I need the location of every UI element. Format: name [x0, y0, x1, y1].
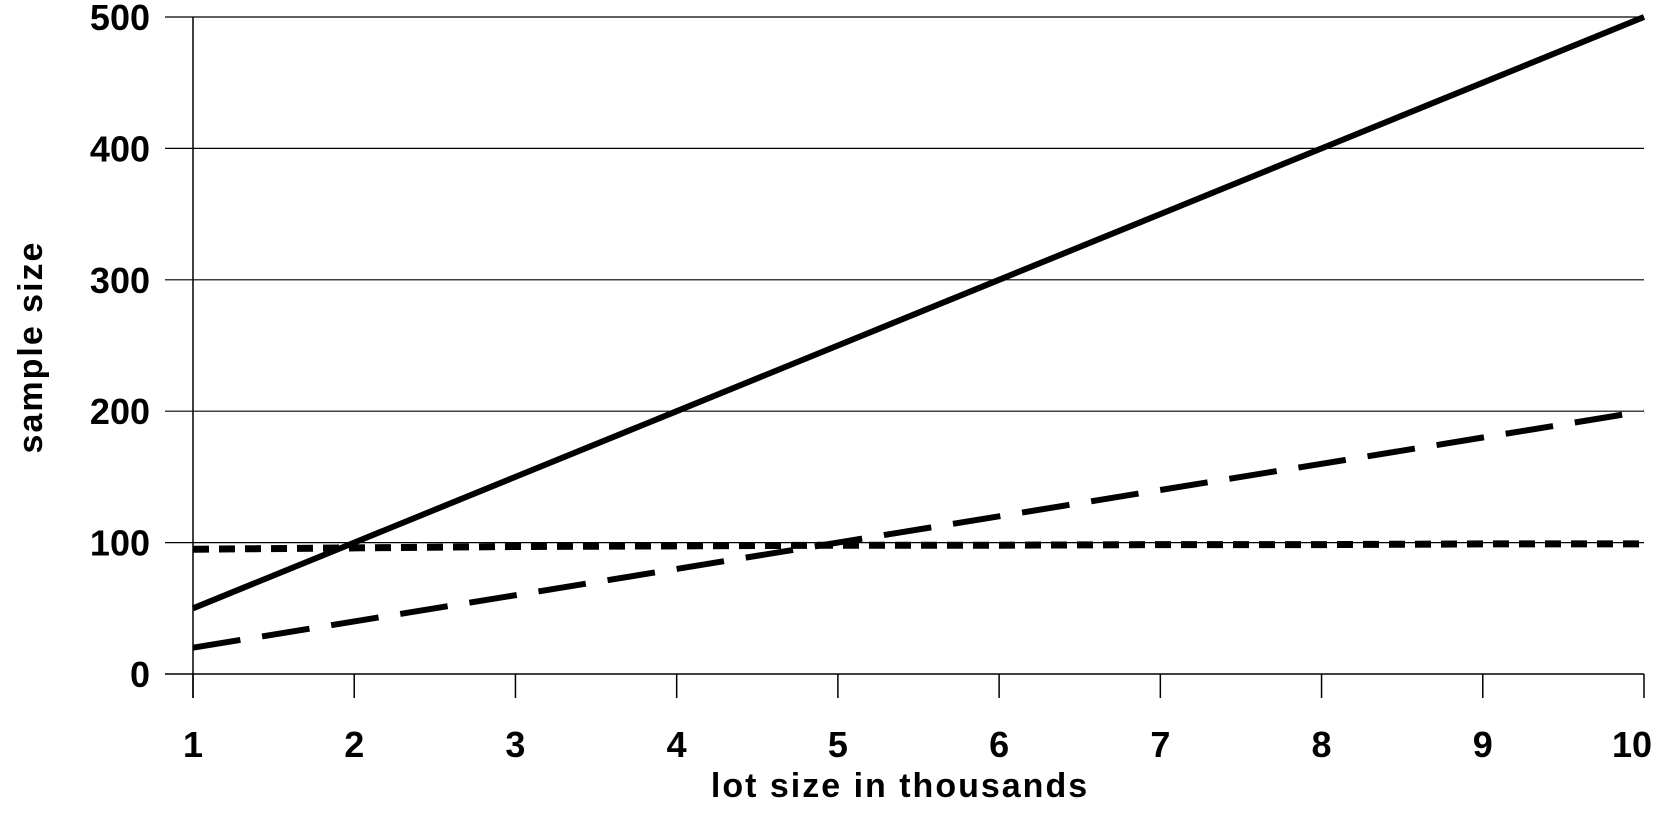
x-tick-label-2: 2	[344, 724, 364, 765]
x-tick-label-6: 6	[989, 724, 1009, 765]
x-tick-label-8: 8	[1312, 724, 1332, 765]
x-tick-labels: 1 2 3 4 5 6 7 8 9 10	[183, 724, 1652, 765]
x-tick-label-9: 9	[1473, 724, 1493, 765]
grid-lines	[165, 16, 1644, 544]
x-tick-label-3: 3	[505, 724, 525, 765]
y-tick-label-200: 200	[90, 391, 150, 432]
y-tick-labels: 0 100 200 300 400 500	[90, 0, 150, 695]
y-tick-label-0: 0	[130, 654, 150, 695]
data-series	[191, 14, 1646, 651]
x-tick-label-1: 1	[183, 724, 203, 765]
y-tick-label-500: 500	[90, 0, 150, 38]
x-axis-title: lot size in thousands	[711, 767, 1089, 805]
y-tick-label-100: 100	[90, 523, 150, 564]
x-tick-label-4: 4	[667, 724, 687, 765]
y-axis-title: sample size	[12, 241, 50, 454]
series-line-dotted	[192, 540, 1644, 553]
y-tick-label-400: 400	[90, 128, 150, 169]
y-tick-label-300: 300	[90, 260, 150, 301]
series-line-solid	[191, 14, 1646, 612]
x-tick-label-5: 5	[828, 724, 848, 765]
x-tick-label-7: 7	[1150, 724, 1170, 765]
series-line-dashed	[192, 408, 1645, 651]
x-tick-label-10: 10	[1612, 724, 1652, 765]
axes	[165, 17, 1645, 698]
